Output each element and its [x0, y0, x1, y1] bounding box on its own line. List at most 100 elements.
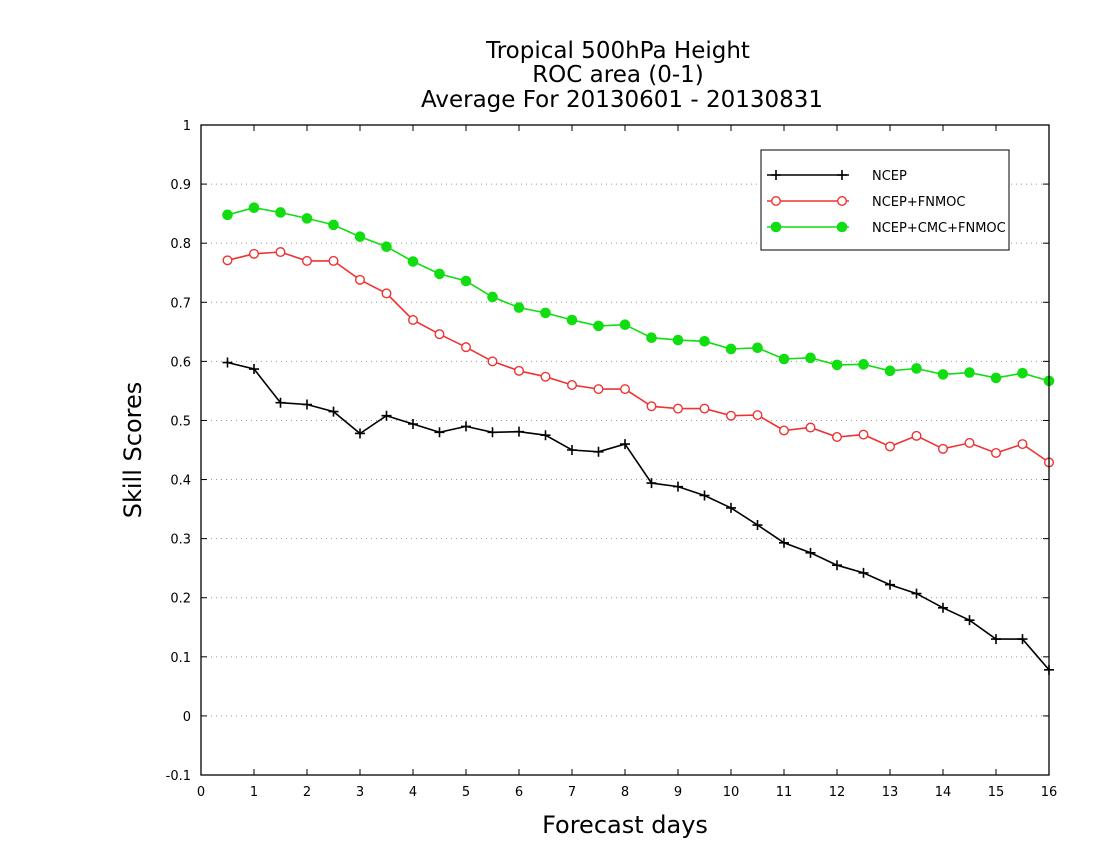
series-ncep-fnmoc: [222, 247, 1054, 468]
data-point-ncep: [991, 634, 1001, 645]
legend-marker-ncep-fnmoc: [837, 195, 848, 206]
data-point-ncep: [275, 397, 286, 408]
grid-lines: [201, 183, 1049, 717]
x-tick-label: 10: [723, 785, 740, 800]
data-point-ncep-cmc-fnmoc: [434, 268, 445, 280]
data-point-ncep: [487, 427, 498, 438]
data-point-ncep: [381, 410, 392, 421]
data-point-ncep: [858, 567, 869, 578]
data-point-ncep: [1017, 634, 1028, 645]
data-point-ncep-cmc-fnmoc: [1017, 367, 1028, 379]
data-point-ncep-cmc-fnmoc: [752, 342, 763, 354]
data-point-ncep-fnmoc: [858, 429, 869, 440]
x-tick-label: 5: [462, 785, 470, 800]
chart-title-line-3: Average For 20130601 - 20130831: [421, 87, 823, 113]
data-point-ncep-cmc-fnmoc: [222, 209, 233, 221]
data-point-ncep: [699, 490, 710, 501]
data-point-ncep-cmc-fnmoc: [699, 335, 710, 347]
legend-marker-ncep-fnmoc: [771, 195, 782, 206]
plot-frame: [200, 124, 1050, 776]
x-tick-label: 2: [303, 785, 311, 800]
y-tick-label: 0.4: [170, 474, 191, 489]
x-tick-label: 7: [568, 785, 576, 800]
y-tick-label: 1: [183, 119, 191, 134]
data-point-ncep-fnmoc: [567, 380, 578, 391]
data-point-ncep-fnmoc: [752, 410, 763, 421]
y-tick-label: 0.7: [170, 296, 191, 311]
data-point-ncep-fnmoc: [832, 432, 843, 443]
x-tick-label: 16: [1041, 785, 1058, 800]
data-point-ncep-cmc-fnmoc: [937, 369, 949, 380]
data-point-ncep: [408, 419, 418, 429]
data-point-ncep-fnmoc: [487, 356, 498, 367]
data-point-ncep-fnmoc: [779, 425, 790, 436]
data-point-ncep-fnmoc: [593, 384, 604, 395]
x-tick-label: 13: [882, 785, 899, 800]
data-point-ncep-cmc-fnmoc: [407, 256, 419, 267]
data-point-ncep-cmc-fnmoc: [566, 314, 578, 326]
y-tick-label: 0.6: [170, 355, 191, 370]
data-point-ncep-fnmoc: [328, 255, 339, 266]
legend-marker-ncep-cmc-fnmoc: [836, 221, 848, 233]
data-point-ncep: [593, 446, 604, 457]
legend-label-ncep-fnmoc: NCEP+FNMOC: [872, 195, 965, 210]
data-point-ncep: [302, 399, 312, 410]
legend-box: [760, 149, 1010, 251]
data-point-ncep-cmc-fnmoc: [990, 372, 1002, 384]
legend-label-ncep-cmc-fnmoc: NCEP+CMC+FNMOC: [872, 221, 1006, 236]
data-point-ncep-cmc-fnmoc: [911, 363, 922, 374]
data-point-ncep-fnmoc: [646, 401, 657, 412]
data-point-ncep: [355, 428, 365, 439]
y-tick-label: 0.5: [170, 414, 191, 429]
data-point-ncep-fnmoc: [805, 422, 816, 433]
data-point-ncep: [567, 445, 577, 455]
data-point-ncep: [885, 579, 895, 590]
legend-label-ncep: NCEP: [872, 169, 907, 184]
data-point-ncep: [620, 439, 630, 450]
data-point-ncep-fnmoc: [514, 365, 525, 376]
data-point-ncep-fnmoc: [885, 441, 896, 452]
data-point-ncep-cmc-fnmoc: [884, 365, 896, 377]
legend-marker-ncep: [837, 170, 847, 180]
legend-marker-ncep: [771, 170, 781, 180]
data-point-ncep-fnmoc: [673, 403, 684, 414]
data-point-ncep-cmc-fnmoc: [725, 343, 737, 355]
series-ncep: [222, 357, 1054, 675]
data-point-ncep-fnmoc: [355, 274, 366, 285]
data-point-ncep: [461, 421, 471, 432]
data-point-ncep: [646, 478, 657, 489]
y-tick-label: 0.3: [170, 533, 191, 548]
legend-marker-ncep-cmc-fnmoc: [770, 221, 782, 233]
data-point-ncep-fnmoc: [222, 255, 233, 266]
data-point-ncep-cmc-fnmoc: [460, 275, 472, 287]
data-point-ncep-cmc-fnmoc: [301, 213, 313, 224]
data-point-ncep: [832, 560, 842, 571]
data-point-ncep-fnmoc: [726, 410, 737, 421]
data-point-ncep: [222, 357, 233, 368]
data-point-ncep: [964, 615, 975, 626]
x-tick-label: 6: [515, 785, 523, 800]
data-point-ncep-cmc-fnmoc: [328, 219, 339, 231]
data-point-ncep-cmc-fnmoc: [540, 307, 551, 319]
data-point-ncep-cmc-fnmoc: [354, 231, 366, 242]
data-point-ncep-fnmoc: [540, 371, 551, 382]
y-tick-label: 0.2: [170, 592, 191, 607]
data-point-ncep: [938, 602, 948, 613]
data-point-ncep-cmc-fnmoc: [619, 319, 631, 331]
data-point-ncep: [805, 547, 816, 558]
series-ncep-cmc-fnmoc: [222, 202, 1055, 387]
data-point-ncep: [726, 502, 736, 513]
data-point-ncep-fnmoc: [699, 403, 710, 414]
x-tick-label: 15: [988, 785, 1005, 800]
data-point-ncep-fnmoc: [408, 315, 419, 326]
axis-tick-labels: -0.100.10.20.30.40.50.60.70.80.910 1 2 3 4 5 6…: [166, 119, 1058, 800]
data-point-ncep-cmc-fnmoc: [805, 352, 816, 364]
data-point-ncep-fnmoc: [461, 342, 472, 353]
data-point-ncep: [434, 427, 445, 438]
chart-title-line-2: ROC area (0-1): [532, 62, 704, 88]
data-point-ncep: [779, 537, 789, 548]
x-tick-label: 8: [621, 785, 629, 800]
chart-title-line-1: Tropical 500hPa Height: [485, 38, 750, 64]
y-axis-title: Skill Scores: [119, 382, 147, 519]
